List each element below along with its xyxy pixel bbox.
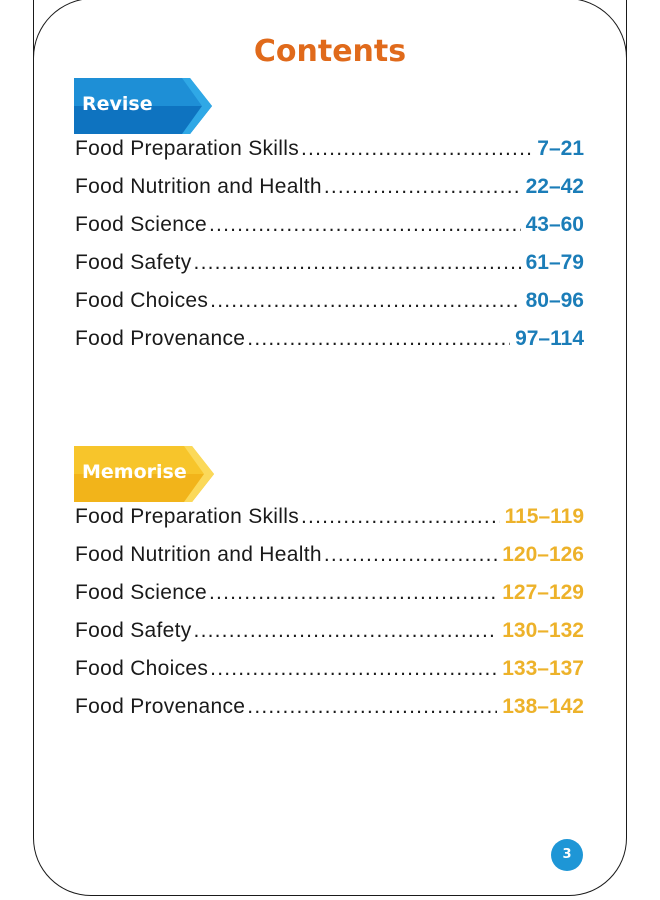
- toc-entry-pages: 43–60: [525, 213, 584, 236]
- toc-entry-title: Food Nutrition and Health: [75, 543, 322, 566]
- toc-entry-title: Food Science: [75, 213, 208, 236]
- dot-leader: [209, 213, 521, 237]
- page-border: [33, 0, 627, 896]
- toc-entry-pages: 7–21: [537, 137, 584, 160]
- memorise-banner-label: Memorise: [82, 461, 187, 483]
- revise-section-banner: Revise: [74, 78, 212, 134]
- page-number-badge: 3: [551, 839, 583, 871]
- toc-entry[interactable]: Food Nutrition and Health 22–42: [75, 175, 584, 213]
- toc-entry-title: Food Choices: [75, 289, 209, 312]
- toc-entry-pages: 80–96: [525, 289, 584, 312]
- toc-entry-title: Food Preparation Skills: [75, 505, 300, 528]
- toc-entry-title: Food Science: [75, 581, 208, 604]
- toc-entry-pages: 138–142: [502, 695, 584, 718]
- toc-entry-pages: 61–79: [525, 251, 584, 274]
- dot-leader: [194, 251, 521, 275]
- toc-entry[interactable]: Food Nutrition and Health 120–126: [75, 543, 584, 581]
- dot-leader: [247, 695, 497, 719]
- dot-leader: [301, 137, 532, 161]
- revise-banner-label: Revise: [82, 93, 153, 115]
- toc-entry-pages: 22–42: [525, 175, 584, 198]
- dot-leader: [324, 175, 521, 199]
- toc-entry-title: Food Choices: [75, 657, 209, 680]
- memorise-section-banner: Memorise: [74, 446, 214, 502]
- toc-entry-title: Food Safety: [75, 619, 192, 642]
- banner-arrow-icon: [74, 446, 214, 502]
- toc-entry-pages: 120–126: [502, 543, 584, 566]
- toc-entry-pages: 127–129: [502, 581, 584, 604]
- toc-entry[interactable]: Food Safety 61–79: [75, 251, 584, 289]
- toc-entry[interactable]: Food Science 127–129: [75, 581, 584, 619]
- memorise-contents-list: Food Preparation Skills 115–119 Food Nut…: [75, 505, 584, 733]
- toc-entry[interactable]: Food Preparation Skills 7–21: [75, 137, 584, 175]
- toc-entry[interactable]: Food Provenance 138–142: [75, 695, 584, 733]
- toc-entry[interactable]: Food Choices 133–137: [75, 657, 584, 695]
- toc-entry-title: Food Provenance: [75, 695, 246, 718]
- dot-leader: [247, 327, 510, 351]
- dot-leader: [324, 543, 497, 567]
- toc-entry[interactable]: Food Safety 130–132: [75, 619, 584, 657]
- toc-entry-pages: 130–132: [502, 619, 584, 642]
- revise-contents-list: Food Preparation Skills 7–21 Food Nutrit…: [75, 137, 584, 365]
- dot-leader: [209, 581, 497, 605]
- toc-entry-title: Food Provenance: [75, 327, 246, 350]
- toc-entry[interactable]: Food Choices 80–96: [75, 289, 584, 327]
- toc-entry-pages: 115–119: [504, 505, 584, 528]
- page-title: Contents: [253, 34, 407, 69]
- toc-entry[interactable]: Food Provenance 97–114: [75, 327, 584, 365]
- dot-leader: [194, 619, 498, 643]
- toc-entry[interactable]: Food Science 43–60: [75, 213, 584, 251]
- dot-leader: [210, 289, 520, 313]
- banner-arrow-icon: [74, 78, 212, 134]
- toc-entry-title: Food Safety: [75, 251, 192, 274]
- toc-entry[interactable]: Food Preparation Skills 115–119: [75, 505, 584, 543]
- toc-entry-pages: 97–114: [515, 327, 584, 350]
- dot-leader: [301, 505, 500, 529]
- toc-entry-title: Food Nutrition and Health: [75, 175, 322, 198]
- dot-leader: [210, 657, 497, 681]
- toc-entry-pages: 133–137: [502, 657, 584, 680]
- toc-entry-title: Food Preparation Skills: [75, 137, 300, 160]
